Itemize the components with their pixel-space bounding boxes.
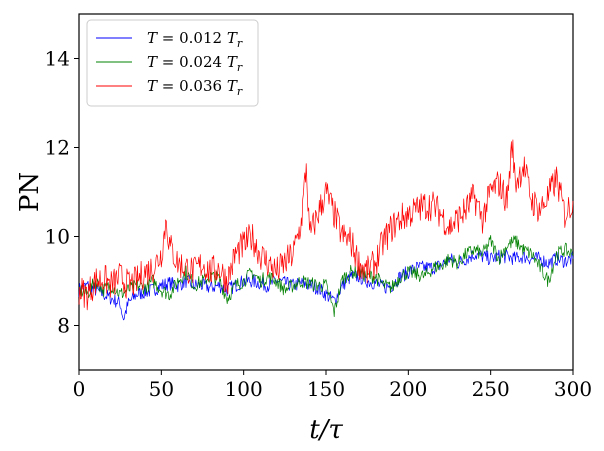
series-line-2 (78, 234, 574, 318)
x-tick-label: 300 (554, 377, 592, 401)
x-axis-label: t/τ (309, 415, 343, 445)
legend-label: T = 0.036 Tr (147, 77, 243, 98)
legend-box (86, 19, 259, 107)
x-tick-label: 0 (73, 377, 86, 401)
x-tick-label: 50 (149, 377, 174, 401)
x-tick-label: 100 (225, 377, 263, 401)
series-line-1 (78, 249, 574, 321)
x-tick-label: 250 (472, 377, 510, 401)
y-tick-label: 10 (45, 225, 70, 249)
x-tick-label: 150 (307, 377, 345, 401)
y-tick-label: 12 (45, 136, 70, 160)
series-line-3 (78, 139, 574, 311)
series-layer (78, 139, 574, 321)
legend-label: T = 0.024 Tr (147, 53, 243, 74)
y-tick-label: 8 (57, 314, 70, 338)
axes-layer: 0 50 100 150 200 250 300 8 10 12 14 t/τ PN (15, 47, 592, 446)
y-tick-label: 14 (45, 47, 70, 71)
x-tick-label: 200 (389, 377, 427, 401)
y-axis-label: PN (15, 172, 45, 212)
legend: T = 0.012 Tr T = 0.024 Tr T = 0.036 Tr (86, 19, 259, 107)
legend-label: T = 0.012 Tr (147, 29, 243, 50)
